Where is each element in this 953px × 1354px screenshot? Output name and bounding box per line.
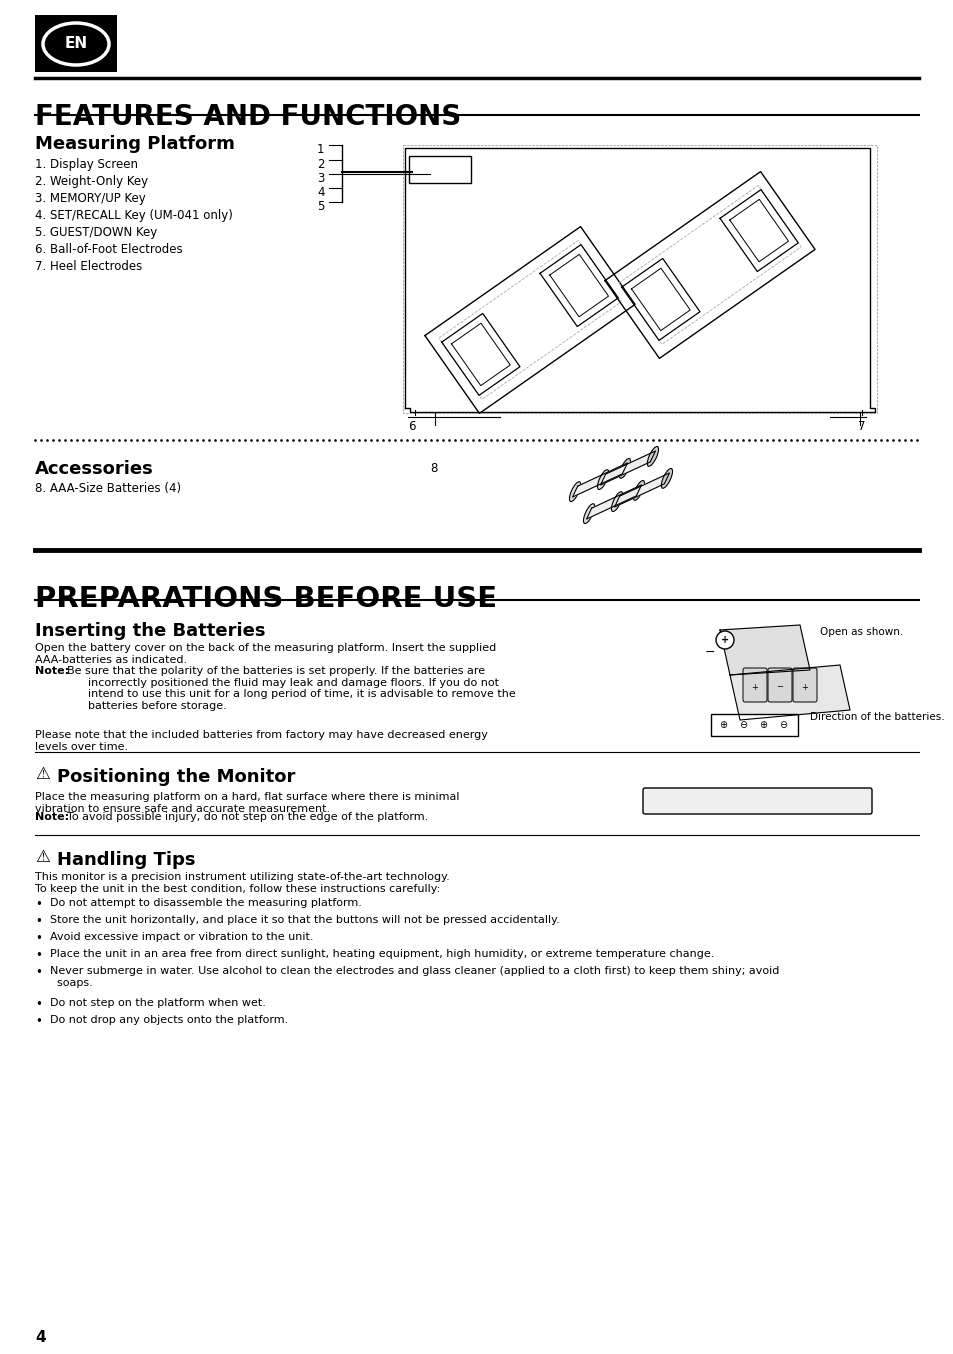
Text: 5. GUEST/DOWN Key: 5. GUEST/DOWN Key bbox=[35, 226, 157, 240]
Text: 6. Ball-of-Foot Electrodes: 6. Ball-of-Foot Electrodes bbox=[35, 242, 182, 256]
Text: Store the unit horizontally, and place it so that the buttons will not be presse: Store the unit horizontally, and place i… bbox=[50, 915, 559, 925]
Text: +: + bbox=[751, 682, 758, 692]
Text: Do not step on the platform when wet.: Do not step on the platform when wet. bbox=[50, 998, 266, 1007]
Ellipse shape bbox=[611, 492, 622, 512]
FancyBboxPatch shape bbox=[642, 788, 871, 814]
Text: Place the unit in an area free from direct sunlight, heating equipment, high hum: Place the unit in an area free from dire… bbox=[50, 949, 714, 959]
Polygon shape bbox=[614, 473, 669, 506]
Text: EN: EN bbox=[65, 37, 88, 51]
FancyBboxPatch shape bbox=[742, 668, 766, 701]
Text: •: • bbox=[35, 932, 42, 945]
Text: Never submerge in water. Use alcohol to clean the electrodes and glass cleaner (: Never submerge in water. Use alcohol to … bbox=[50, 965, 779, 987]
Text: ⚠: ⚠ bbox=[35, 848, 50, 867]
Text: Measuring Platform: Measuring Platform bbox=[35, 135, 234, 153]
Text: 7. Heel Electrodes: 7. Heel Electrodes bbox=[35, 260, 142, 274]
Ellipse shape bbox=[660, 468, 672, 489]
Text: Inserting the Batteries: Inserting the Batteries bbox=[35, 621, 265, 640]
Ellipse shape bbox=[633, 481, 644, 500]
Text: ⊕: ⊕ bbox=[719, 720, 726, 730]
Text: •: • bbox=[35, 1016, 42, 1028]
Text: •: • bbox=[35, 998, 42, 1011]
Text: Open the battery cover on the back of the measuring platform. Insert the supplie: Open the battery cover on the back of th… bbox=[35, 643, 496, 665]
Text: 4. SET/RECALL Key (UM-041 only): 4. SET/RECALL Key (UM-041 only) bbox=[35, 209, 233, 222]
Ellipse shape bbox=[583, 504, 594, 524]
Text: 5: 5 bbox=[316, 200, 324, 213]
Text: Handling Tips: Handling Tips bbox=[57, 852, 195, 869]
Ellipse shape bbox=[597, 470, 608, 490]
Text: Note:: Note: bbox=[35, 666, 69, 676]
Text: 7: 7 bbox=[857, 420, 864, 433]
Ellipse shape bbox=[43, 23, 109, 65]
Text: ⊖: ⊖ bbox=[778, 720, 786, 730]
Text: To avoid possible injury, do not step on the edge of the platform.: To avoid possible injury, do not step on… bbox=[67, 812, 428, 822]
Text: Place the measuring platform on a hard, flat surface where there is minimal
vibr: Place the measuring platform on a hard, … bbox=[35, 792, 459, 814]
Text: −: − bbox=[704, 646, 715, 658]
Text: 1. Display Screen: 1. Display Screen bbox=[35, 158, 138, 171]
Text: ⚠: ⚠ bbox=[35, 765, 50, 783]
Text: PREPARATIONS BEFORE USE: PREPARATIONS BEFORE USE bbox=[35, 585, 497, 613]
FancyBboxPatch shape bbox=[646, 811, 871, 814]
Ellipse shape bbox=[569, 482, 580, 501]
Text: 8: 8 bbox=[430, 462, 436, 475]
Text: Accessories: Accessories bbox=[35, 460, 153, 478]
Text: •: • bbox=[35, 915, 42, 927]
Ellipse shape bbox=[647, 447, 658, 466]
Text: 2. Weight-Only Key: 2. Weight-Only Key bbox=[35, 175, 148, 188]
Text: Do not attempt to disassemble the measuring platform.: Do not attempt to disassemble the measur… bbox=[50, 898, 361, 909]
Text: Avoid excessive impact or vibration to the unit.: Avoid excessive impact or vibration to t… bbox=[50, 932, 314, 942]
Text: 2: 2 bbox=[316, 158, 324, 171]
Circle shape bbox=[716, 631, 733, 649]
Text: Direction of the batteries.: Direction of the batteries. bbox=[809, 712, 943, 722]
Text: +: + bbox=[720, 635, 728, 645]
FancyBboxPatch shape bbox=[767, 668, 791, 701]
Text: •: • bbox=[35, 965, 42, 979]
FancyBboxPatch shape bbox=[409, 156, 471, 183]
Text: 4: 4 bbox=[316, 185, 324, 199]
Text: Be sure that the polarity of the batteries is set properly. If the batteries are: Be sure that the polarity of the batteri… bbox=[67, 666, 516, 711]
Text: 3: 3 bbox=[316, 172, 324, 185]
Text: 1: 1 bbox=[316, 144, 324, 156]
FancyBboxPatch shape bbox=[710, 714, 797, 737]
Text: •: • bbox=[35, 949, 42, 961]
Polygon shape bbox=[572, 463, 627, 497]
Polygon shape bbox=[720, 626, 809, 676]
Polygon shape bbox=[586, 485, 640, 519]
Text: 6: 6 bbox=[408, 420, 416, 433]
Text: FEATURES AND FUNCTIONS: FEATURES AND FUNCTIONS bbox=[35, 103, 460, 131]
Text: 3. MEMORY/UP Key: 3. MEMORY/UP Key bbox=[35, 192, 146, 204]
Text: 4: 4 bbox=[35, 1330, 46, 1345]
Text: This monitor is a precision instrument utilizing state-of-the-art technology.
To: This monitor is a precision instrument u… bbox=[35, 872, 449, 894]
FancyBboxPatch shape bbox=[792, 668, 816, 701]
Text: ⊕: ⊕ bbox=[759, 720, 766, 730]
FancyBboxPatch shape bbox=[35, 15, 117, 72]
Text: +: + bbox=[801, 682, 807, 692]
Ellipse shape bbox=[618, 459, 630, 478]
Polygon shape bbox=[599, 451, 655, 485]
Text: Open as shown.: Open as shown. bbox=[820, 627, 902, 636]
Text: 8. AAA-Size Batteries (4): 8. AAA-Size Batteries (4) bbox=[35, 482, 181, 496]
Text: Positioning the Monitor: Positioning the Monitor bbox=[57, 768, 295, 787]
Polygon shape bbox=[729, 665, 849, 720]
Text: Please note that the included batteries from factory may have decreased energy
l: Please note that the included batteries … bbox=[35, 730, 487, 751]
Text: •: • bbox=[35, 898, 42, 911]
Text: −: − bbox=[776, 682, 782, 692]
Text: Note:: Note: bbox=[35, 812, 69, 822]
Text: ⊖: ⊖ bbox=[739, 720, 746, 730]
Text: Do not drop any objects onto the platform.: Do not drop any objects onto the platfor… bbox=[50, 1016, 288, 1025]
